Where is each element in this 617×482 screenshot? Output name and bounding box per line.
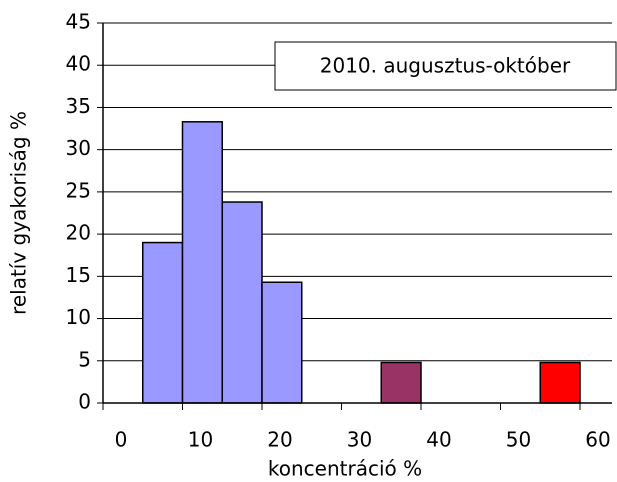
x-tick-label: 40 [426, 428, 451, 452]
x-tick-label: 10 [188, 428, 213, 452]
y-tick-label: 15 [66, 263, 91, 287]
y-tick-label: 0 [78, 390, 91, 414]
bar [181, 121, 223, 404]
x-tick-label: 20 [267, 428, 292, 452]
bar [221, 201, 263, 404]
y-axis-label: relatív gyakoriság % [7, 111, 31, 315]
bar [380, 361, 422, 404]
y-tick-label: 20 [66, 221, 91, 245]
x-tick-label: 0 [115, 428, 128, 452]
x-tick-label: 30 [347, 428, 372, 452]
bar [142, 241, 184, 404]
x-axis-label: koncentráció % [268, 457, 422, 481]
y-tick-label: 10 [66, 305, 91, 329]
y-tick-label: 40 [66, 52, 91, 76]
annotation-box [274, 41, 617, 91]
y-tick-label: 30 [66, 136, 91, 160]
x-tick-label: 50 [506, 428, 531, 452]
bar [261, 281, 303, 404]
y-tick-label: 45 [66, 10, 91, 34]
bar [539, 361, 581, 404]
annotation: 2010. augusztus-október [320, 54, 571, 78]
x-tick-label: 60 [585, 428, 610, 452]
y-tick-label: 25 [66, 178, 91, 202]
y-tick-label: 5 [78, 347, 91, 371]
y-tick-label: 35 [66, 94, 91, 118]
